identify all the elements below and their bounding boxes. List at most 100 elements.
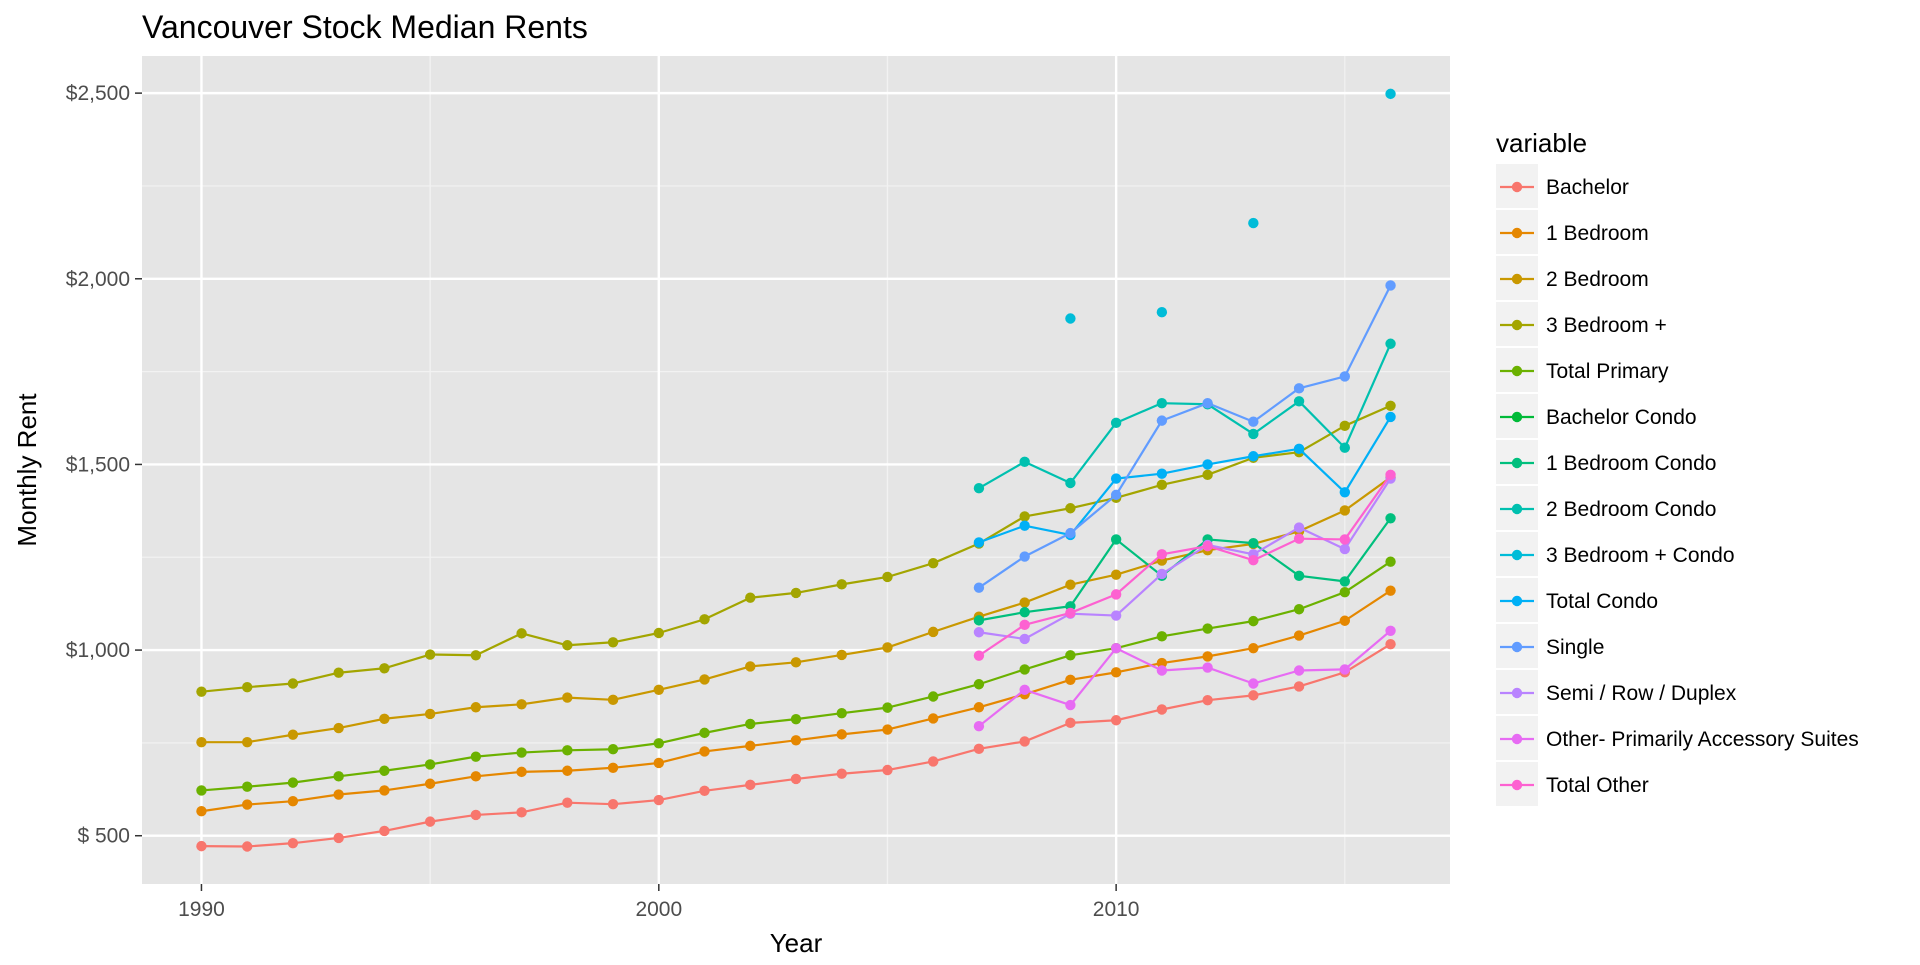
data-point bbox=[1157, 480, 1167, 490]
data-point bbox=[379, 826, 389, 836]
data-point bbox=[196, 785, 206, 795]
data-point bbox=[471, 810, 481, 820]
data-point bbox=[333, 668, 343, 678]
data-point bbox=[333, 789, 343, 799]
data-point bbox=[1385, 412, 1395, 422]
legend-title: variable bbox=[1496, 128, 1587, 158]
data-point bbox=[1065, 650, 1075, 660]
y-axis-title: Monthly Rent bbox=[12, 393, 42, 547]
legend-key-point bbox=[1512, 734, 1522, 744]
data-point bbox=[196, 806, 206, 816]
data-point bbox=[1340, 576, 1350, 586]
legend-label: Bachelor bbox=[1546, 176, 1629, 199]
data-point bbox=[333, 771, 343, 781]
data-point bbox=[562, 766, 572, 776]
data-point bbox=[974, 679, 984, 689]
data-point bbox=[745, 593, 755, 603]
data-point bbox=[379, 766, 389, 776]
data-point bbox=[791, 735, 801, 745]
data-point bbox=[1385, 401, 1395, 411]
legend-label: Other- Primarily Accessory Suites bbox=[1546, 728, 1859, 751]
legend-label: 1 Bedroom bbox=[1546, 222, 1649, 245]
legend-key-point bbox=[1512, 182, 1522, 192]
data-point bbox=[1294, 571, 1304, 581]
data-point bbox=[1111, 473, 1121, 483]
data-point bbox=[1111, 570, 1121, 580]
data-point bbox=[1157, 549, 1167, 559]
data-point bbox=[1019, 457, 1029, 467]
data-point bbox=[974, 744, 984, 754]
data-point bbox=[1385, 626, 1395, 636]
data-point bbox=[1111, 667, 1121, 677]
legend-key-point bbox=[1512, 228, 1522, 238]
data-point bbox=[974, 615, 984, 625]
data-point bbox=[699, 614, 709, 624]
data-point bbox=[1340, 544, 1350, 554]
data-point bbox=[1202, 662, 1212, 672]
data-point bbox=[699, 674, 709, 684]
data-point bbox=[1065, 528, 1075, 538]
data-point bbox=[516, 747, 526, 757]
data-point bbox=[1248, 538, 1258, 548]
data-point bbox=[196, 737, 206, 747]
data-point bbox=[882, 765, 892, 775]
data-point bbox=[1340, 587, 1350, 597]
data-point bbox=[1385, 280, 1395, 290]
data-point bbox=[562, 797, 572, 807]
legend-key-point bbox=[1512, 642, 1522, 652]
legend-item: 3 Bedroom + bbox=[1496, 302, 1667, 346]
legend-label: Semi / Row / Duplex bbox=[1546, 682, 1737, 705]
data-point bbox=[1248, 218, 1258, 228]
data-point bbox=[1019, 736, 1029, 746]
data-point bbox=[516, 699, 526, 709]
data-point bbox=[699, 746, 709, 756]
data-point bbox=[1202, 398, 1212, 408]
data-point bbox=[745, 741, 755, 751]
data-point bbox=[1385, 470, 1395, 480]
data-point bbox=[974, 702, 984, 712]
data-point bbox=[837, 729, 847, 739]
data-point bbox=[1065, 313, 1075, 323]
series-line-segment bbox=[1299, 539, 1345, 540]
data-point bbox=[1248, 690, 1258, 700]
y-tick-label: $1,500 bbox=[66, 453, 130, 476]
data-point bbox=[1340, 371, 1350, 381]
data-point bbox=[1111, 643, 1121, 653]
legend-item: Bachelor Condo bbox=[1496, 394, 1697, 438]
data-point bbox=[1065, 608, 1075, 618]
data-point bbox=[1248, 555, 1258, 565]
data-point bbox=[1385, 557, 1395, 567]
legend-item: Bachelor bbox=[1496, 164, 1629, 208]
y-tick-label: $2,500 bbox=[66, 82, 130, 105]
data-point bbox=[745, 661, 755, 671]
data-point bbox=[1340, 505, 1350, 515]
legend-item: Total Other bbox=[1496, 762, 1649, 806]
data-point bbox=[837, 708, 847, 718]
data-point bbox=[288, 838, 298, 848]
data-point bbox=[242, 737, 252, 747]
data-point bbox=[1294, 533, 1304, 543]
data-point bbox=[1202, 651, 1212, 661]
data-point bbox=[1248, 678, 1258, 688]
data-point bbox=[1111, 610, 1121, 620]
data-point bbox=[882, 572, 892, 582]
data-point bbox=[1111, 715, 1121, 725]
x-axis-title: Year bbox=[770, 928, 823, 958]
legend-label: 1 Bedroom Condo bbox=[1546, 452, 1716, 475]
data-point bbox=[1157, 307, 1167, 317]
data-point bbox=[333, 723, 343, 733]
data-point bbox=[379, 714, 389, 724]
data-point bbox=[654, 795, 664, 805]
data-point bbox=[1065, 478, 1075, 488]
data-point bbox=[882, 702, 892, 712]
legend-key-point bbox=[1512, 596, 1522, 606]
data-point bbox=[1385, 585, 1395, 595]
data-point bbox=[1340, 487, 1350, 497]
data-point bbox=[928, 691, 938, 701]
data-point bbox=[791, 588, 801, 598]
series-line-segment bbox=[1299, 669, 1345, 670]
data-point bbox=[974, 483, 984, 493]
data-point bbox=[974, 721, 984, 731]
legend-item: Single bbox=[1496, 624, 1604, 668]
